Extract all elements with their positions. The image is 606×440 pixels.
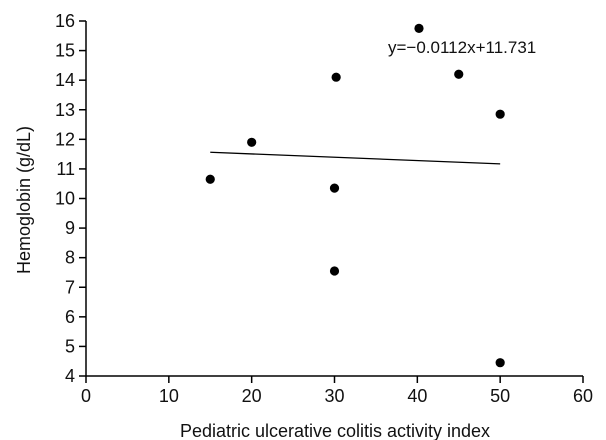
y-tick-label: 5 <box>65 336 75 356</box>
x-tick-label: 50 <box>490 386 510 406</box>
data-point <box>205 174 215 184</box>
y-tick-label: 9 <box>65 218 75 238</box>
data-point <box>454 69 464 79</box>
y-tick-label: 7 <box>65 277 75 297</box>
x-tick-label: 10 <box>159 386 179 406</box>
y-tick-label: 16 <box>55 11 75 31</box>
y-axis-title: Hemoglobin (g/dL) <box>14 126 34 274</box>
plot-area: 4 5 6 7 8 9 10 11 12 13 14 15 16 0 10 20 30 40 50 60 <box>55 11 593 406</box>
y-tick-label: 14 <box>55 70 75 90</box>
y-tick-label: 13 <box>55 100 75 120</box>
y-tick-label: 15 <box>55 41 75 61</box>
y-tick-label: 10 <box>55 189 75 209</box>
data-point <box>495 358 505 368</box>
x-tick-label: 30 <box>324 386 344 406</box>
y-tick-label: 11 <box>56 159 75 179</box>
x-axis-title: Pediatric ulcerative colitis activity in… <box>180 421 490 440</box>
x-tick-label: 0 <box>81 386 91 406</box>
y-tick-label: 8 <box>65 248 75 268</box>
data-point <box>495 109 505 119</box>
data-point <box>329 266 340 276</box>
data-point <box>331 72 341 82</box>
trend-line <box>210 151 501 165</box>
data-point <box>414 23 424 33</box>
regression-equation: y=−0.0112x+11.731 <box>388 38 536 57</box>
data-point <box>247 137 257 147</box>
x-tick-label: 60 <box>573 386 593 406</box>
y-tick-label: 4 <box>65 366 75 386</box>
data-point <box>329 183 340 193</box>
y-tick-label: 12 <box>55 129 75 149</box>
x-tick-label: 20 <box>242 386 262 406</box>
y-tick-label: 6 <box>65 307 75 327</box>
x-tick-label: 40 <box>407 386 427 406</box>
